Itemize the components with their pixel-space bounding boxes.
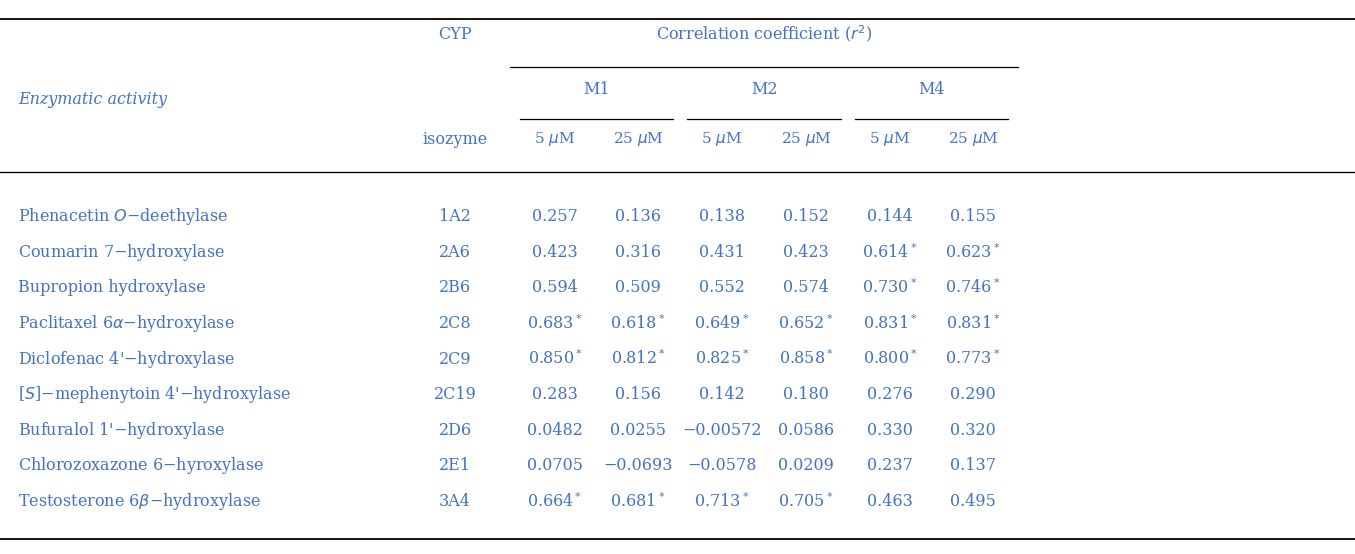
Text: 2E1: 2E1 [439, 457, 472, 474]
Text: 2D6: 2D6 [439, 422, 472, 439]
Text: 0.330: 0.330 [867, 422, 913, 439]
Text: 0.237: 0.237 [867, 457, 913, 474]
Text: 0.850$^*$: 0.850$^*$ [527, 350, 583, 368]
Text: Diclofenac 4'$-$hydroxylase: Diclofenac 4'$-$hydroxylase [18, 348, 236, 370]
Text: Testosterone 6$\beta$$-$hydroxylase: Testosterone 6$\beta$$-$hydroxylase [18, 491, 262, 512]
Text: 0.831$^*$: 0.831$^*$ [946, 314, 1000, 333]
Text: 5 $\mu$M: 5 $\mu$M [702, 130, 743, 148]
Text: 0.180: 0.180 [783, 386, 829, 403]
Text: 0.138: 0.138 [699, 208, 745, 225]
Text: 0.773$^*$: 0.773$^*$ [946, 350, 1001, 368]
Text: 0.142: 0.142 [699, 386, 745, 403]
Text: 0.0255: 0.0255 [610, 422, 667, 439]
Text: 2A6: 2A6 [439, 244, 472, 261]
Text: 0.0586: 0.0586 [778, 422, 835, 439]
Text: 0.618$^*$: 0.618$^*$ [610, 314, 665, 333]
Text: 2C9: 2C9 [439, 351, 472, 367]
Text: Enzymatic activity: Enzymatic activity [18, 90, 167, 107]
Text: Paclitaxel 6$\alpha$$-$hydroxylase: Paclitaxel 6$\alpha$$-$hydroxylase [18, 313, 234, 334]
Text: 0.574: 0.574 [783, 279, 829, 296]
Text: 0.800$^*$: 0.800$^*$ [863, 350, 917, 368]
Text: 0.463: 0.463 [867, 493, 913, 510]
Text: 3A4: 3A4 [439, 493, 472, 510]
Text: −0.00572: −0.00572 [683, 422, 762, 439]
Text: 2B6: 2B6 [439, 279, 472, 296]
Text: 0.137: 0.137 [950, 457, 996, 474]
Text: 0.713$^*$: 0.713$^*$ [694, 492, 749, 511]
Text: 1A2: 1A2 [439, 208, 472, 225]
Text: 0.316: 0.316 [615, 244, 661, 261]
Text: 0.652$^*$: 0.652$^*$ [778, 314, 833, 333]
Text: 0.614$^*$: 0.614$^*$ [862, 243, 917, 261]
Text: 0.509: 0.509 [615, 279, 661, 296]
Text: isozyme: isozyme [423, 131, 488, 147]
Text: 0.257: 0.257 [533, 208, 579, 225]
Text: 0.831$^*$: 0.831$^*$ [863, 314, 917, 333]
Text: 0.136: 0.136 [615, 208, 661, 225]
Text: −0.0693: −0.0693 [603, 457, 672, 474]
Text: Bufuralol 1'$-$hydroxylase: Bufuralol 1'$-$hydroxylase [18, 419, 225, 440]
Text: 25 $\mu$M: 25 $\mu$M [780, 130, 832, 148]
Text: 0.746$^*$: 0.746$^*$ [946, 279, 1001, 297]
Text: 5 $\mu$M: 5 $\mu$M [534, 130, 576, 148]
Text: CYP: CYP [438, 25, 472, 43]
Text: 2C8: 2C8 [439, 315, 472, 332]
Text: [$\mathit{S}$]$-$mephenytoin 4'$-$hydroxylase: [$\mathit{S}$]$-$mephenytoin 4'$-$hydrox… [18, 384, 291, 405]
Text: Chlorozoxazone 6$-$hyroxylase: Chlorozoxazone 6$-$hyroxylase [18, 455, 264, 476]
Text: 0.290: 0.290 [950, 386, 996, 403]
Text: 0.623$^*$: 0.623$^*$ [946, 243, 1001, 261]
Text: 0.0209: 0.0209 [778, 457, 833, 474]
Text: 0.594: 0.594 [533, 279, 579, 296]
Text: 0.423: 0.423 [783, 244, 829, 261]
Text: 0.812$^*$: 0.812$^*$ [611, 350, 665, 368]
Text: M2: M2 [751, 80, 778, 98]
Text: M1: M1 [583, 80, 610, 98]
Text: 0.276: 0.276 [867, 386, 913, 403]
Text: 5 $\mu$M: 5 $\mu$M [870, 130, 911, 148]
Text: 0.495: 0.495 [950, 493, 996, 510]
Text: 0.0482: 0.0482 [527, 422, 583, 439]
Text: 25 $\mu$M: 25 $\mu$M [947, 130, 999, 148]
Text: 0.152: 0.152 [783, 208, 829, 225]
Text: 25 $\mu$M: 25 $\mu$M [612, 130, 664, 148]
Text: Bupropion hydroxylase: Bupropion hydroxylase [18, 279, 206, 296]
Text: Coumarin 7$-$hydroxylase: Coumarin 7$-$hydroxylase [18, 242, 225, 263]
Text: 0.144: 0.144 [867, 208, 913, 225]
Text: 0.683$^*$: 0.683$^*$ [527, 314, 583, 333]
Text: 0.423: 0.423 [533, 244, 577, 261]
Text: 0.155: 0.155 [950, 208, 996, 225]
Text: 0.705$^*$: 0.705$^*$ [778, 492, 833, 511]
Text: −0.0578: −0.0578 [687, 457, 756, 474]
Text: M4: M4 [919, 80, 944, 98]
Text: 0.730$^*$: 0.730$^*$ [862, 279, 917, 297]
Text: 0.649$^*$: 0.649$^*$ [694, 314, 749, 333]
Text: Correlation coefficient ($r^2$): Correlation coefficient ($r^2$) [656, 23, 873, 44]
Text: 0.156: 0.156 [615, 386, 661, 403]
Text: 0.664$^*$: 0.664$^*$ [527, 492, 583, 511]
Text: 0.283: 0.283 [533, 386, 579, 403]
Text: 0.552: 0.552 [699, 279, 745, 296]
Text: 2C19: 2C19 [434, 386, 477, 403]
Text: 0.825$^*$: 0.825$^*$ [695, 350, 749, 368]
Text: 0.0705: 0.0705 [527, 457, 583, 474]
Text: Phenacetin $\mathit{O}$$-$deethylase: Phenacetin $\mathit{O}$$-$deethylase [18, 206, 228, 227]
Text: 0.431: 0.431 [699, 244, 745, 261]
Text: 0.858$^*$: 0.858$^*$ [779, 350, 833, 368]
Text: 0.681$^*$: 0.681$^*$ [610, 492, 665, 511]
Text: 0.320: 0.320 [950, 422, 996, 439]
